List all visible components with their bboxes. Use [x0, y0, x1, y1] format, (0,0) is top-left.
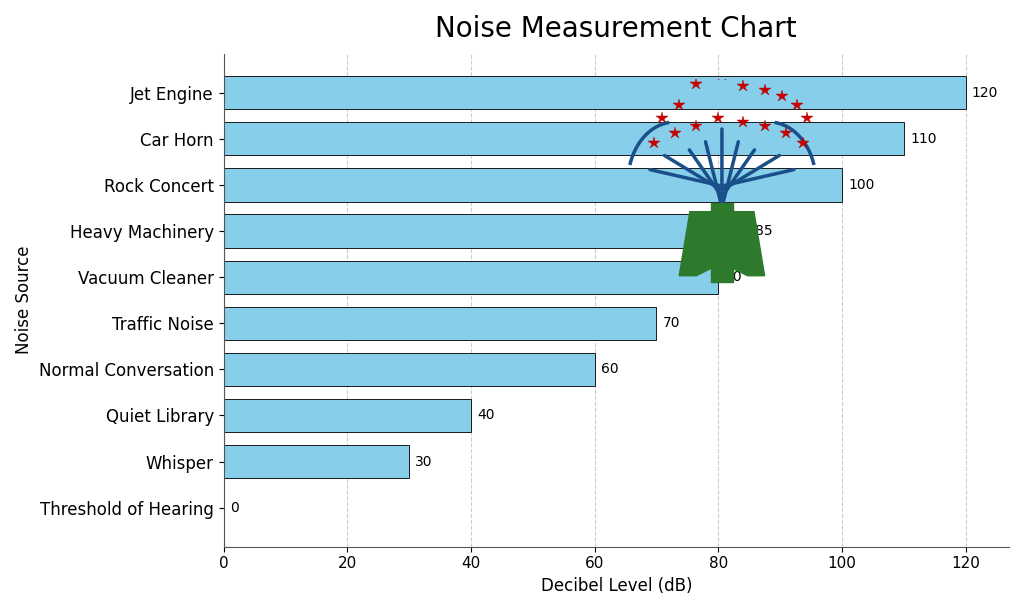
- Text: 70: 70: [663, 316, 680, 330]
- Text: 0: 0: [229, 501, 239, 515]
- Polygon shape: [730, 212, 765, 276]
- Bar: [223, 399, 471, 432]
- Y-axis label: Noise Source: Noise Source: [15, 246, 33, 354]
- Text: 110: 110: [910, 132, 937, 146]
- Text: 100: 100: [848, 178, 874, 192]
- Title: Noise Measurement Chart: Noise Measurement Chart: [435, 15, 797, 43]
- Bar: [223, 76, 966, 109]
- Text: 60: 60: [601, 362, 618, 376]
- X-axis label: Decibel Level (dB): Decibel Level (dB): [541, 577, 692, 595]
- Bar: [223, 260, 718, 294]
- Text: 120: 120: [972, 85, 998, 99]
- Text: 85: 85: [756, 224, 773, 238]
- Bar: [223, 215, 750, 248]
- Bar: [223, 353, 595, 386]
- Text: 30: 30: [416, 454, 433, 468]
- Text: 80: 80: [725, 270, 742, 284]
- Bar: [223, 122, 904, 156]
- Bar: [223, 168, 842, 201]
- Text: 40: 40: [477, 409, 495, 423]
- Bar: [223, 307, 656, 340]
- Polygon shape: [679, 212, 714, 276]
- Bar: [223, 445, 409, 478]
